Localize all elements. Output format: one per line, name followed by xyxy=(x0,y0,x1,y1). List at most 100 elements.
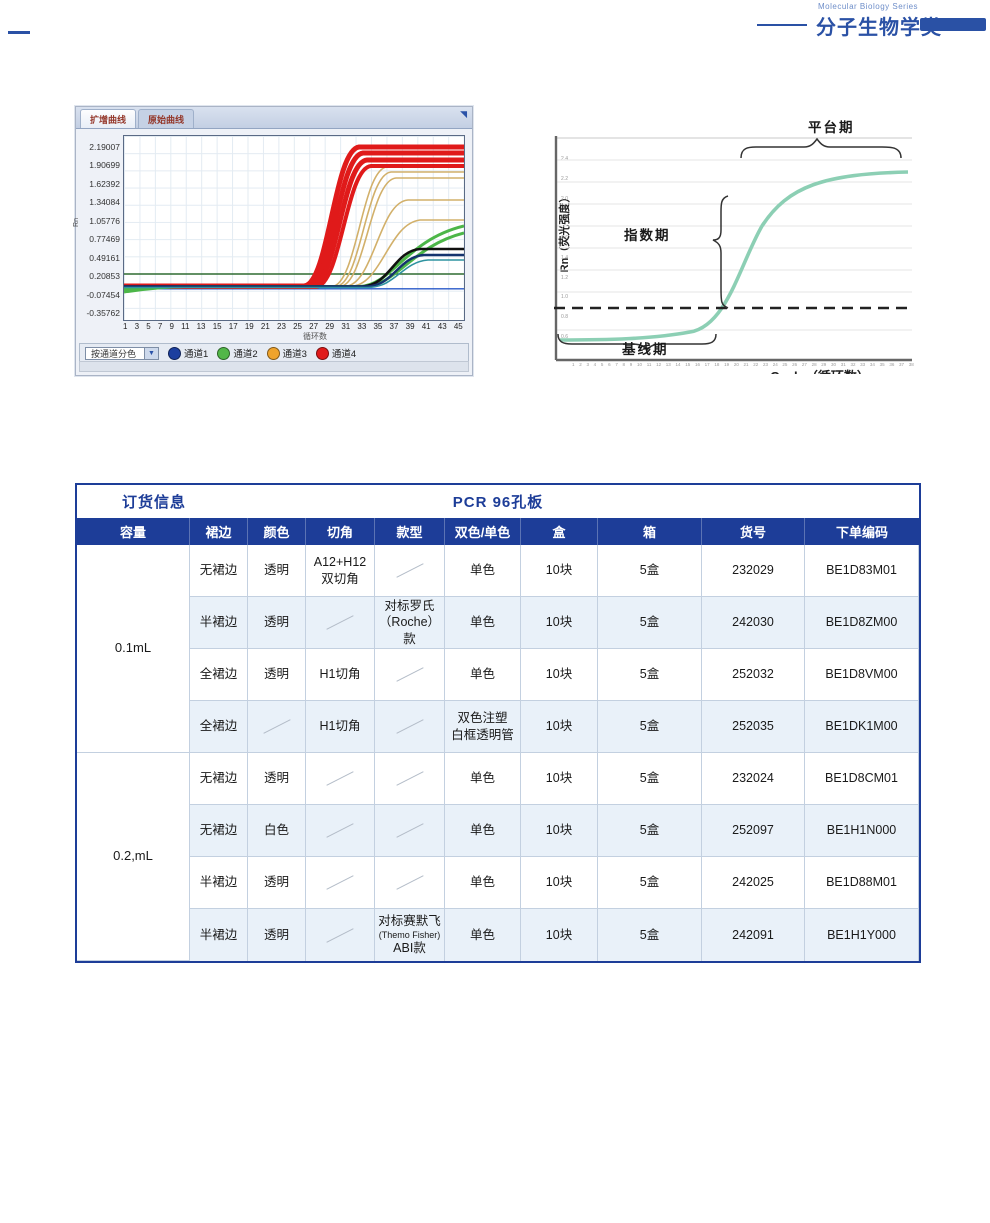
tick-label: 0.49161 xyxy=(89,252,120,263)
channel-color-selector[interactable]: 按通道分色 ▼ xyxy=(85,346,160,360)
chevron-down-icon[interactable]: ▼ xyxy=(145,346,160,360)
tick-label: 45 xyxy=(453,322,463,331)
table-cell: 10块 xyxy=(521,909,598,961)
exponential-brace xyxy=(712,195,729,309)
table-cell: 全裙边 xyxy=(190,649,248,701)
tick-label: 29 xyxy=(325,322,335,331)
table-cell: 242030 xyxy=(702,597,805,649)
table-cell: 5盒 xyxy=(598,753,702,805)
tick-label: 26 xyxy=(792,362,798,367)
tab-amplification-curve[interactable]: 扩增曲线 xyxy=(80,109,137,128)
tick-label: 31 xyxy=(341,322,351,331)
table-cell xyxy=(306,753,375,805)
table-cell: BE1DK1M00 xyxy=(805,701,919,753)
col-color: 颜色 xyxy=(248,518,306,545)
qpcr-software-window: 扩增曲线 原始曲线 ◥ Rn 2.19007 1.90699 1.62392 1.34… xyxy=(73,106,473,376)
tick-label: 41 xyxy=(421,322,431,331)
window-tool-icon[interactable]: ◥ xyxy=(460,109,467,119)
table-cell: BE1D8CM01 xyxy=(805,753,919,805)
tick-label: 20 xyxy=(733,362,739,367)
legend-channel-1[interactable]: 通道1 xyxy=(168,346,208,360)
table-cell: 10块 xyxy=(521,597,598,649)
baseline-bracket xyxy=(557,333,717,352)
legend-channel-4[interactable]: 通道4 xyxy=(315,346,357,360)
channel4-color-dot xyxy=(315,346,329,360)
tick-label: 1.62392 xyxy=(89,178,120,189)
table-cell: BE1H1Y000 xyxy=(805,909,919,961)
table-cell xyxy=(306,857,375,909)
table-cell: 单色 xyxy=(445,649,521,701)
tick-label: 15 xyxy=(212,322,222,331)
legend-channel-2[interactable]: 通道2 xyxy=(217,346,258,360)
tick-label: 22 xyxy=(753,362,759,367)
title-rule xyxy=(757,24,807,26)
plateau-phase-label: 平台期 xyxy=(808,120,855,135)
tick-label: 8 xyxy=(622,362,626,367)
table-cell: 10块 xyxy=(521,857,598,909)
col-volume: 容量 xyxy=(77,518,190,545)
tick-label: 1.6 xyxy=(561,235,568,242)
table-body: 0.1mL 无裙边 透明 A12+H12 双切角 单色 10块 5盒 232029… xyxy=(77,545,919,961)
col-cut: 切角 xyxy=(306,518,375,545)
product-title: PCR 96孔板 xyxy=(452,494,544,511)
tick-label: 37 xyxy=(389,322,399,331)
tick-label: 33 xyxy=(860,362,866,367)
tick-label: 16 xyxy=(694,362,700,367)
table-cell: 白色 xyxy=(248,805,306,857)
table-cell xyxy=(375,857,445,909)
table-cell: 252032 xyxy=(702,649,805,701)
qpcr-x-axis-label: 循环数 xyxy=(303,332,327,341)
table-cell: 透明 xyxy=(248,597,306,649)
tick-label: 1 xyxy=(123,322,128,331)
slash-placeholder xyxy=(326,823,354,838)
top-left-accent-dash xyxy=(8,31,30,34)
tick-label: 2.0 xyxy=(561,195,568,202)
tick-label: -0.07454 xyxy=(86,289,120,300)
table-cell: BE1H1N000 xyxy=(805,805,919,857)
table-header-row: 容量 裙边 颜色 切角 款型 双色/单色 盒 箱 货号 下单编码 xyxy=(77,518,919,545)
pcr-phase-diagram: Rn（荧光强度） 2.4 2.2 2.0 1.8 1.6 1.4 1.2 1.0 0.8 0.6 … xyxy=(532,108,924,374)
table-cell: 5盒 xyxy=(598,857,702,909)
table-cell: 透明 xyxy=(248,909,306,961)
tick-label: 4 xyxy=(593,362,597,367)
tick-label: 19 xyxy=(724,362,730,367)
table-title-row: 订货信息 PCR 96孔板 xyxy=(77,485,919,518)
tab-raw-curve[interactable]: 原始曲线 xyxy=(138,109,195,128)
table-cell: 242025 xyxy=(702,857,805,909)
qpcr-y-tick-labels: 2.19007 1.90699 1.62392 1.34084 1.05776 0.774… xyxy=(78,142,120,318)
tick-label: 43 xyxy=(437,322,447,331)
channel3-label: 通道3 xyxy=(282,349,307,360)
table-cell: 无裙边 xyxy=(190,753,248,805)
tick-label: 11 xyxy=(646,362,652,367)
slash-placeholder xyxy=(395,719,424,734)
selector-label: 按通道分色 xyxy=(85,346,146,360)
channel4-label: 通道4 xyxy=(331,349,357,360)
tick-label: 1.05776 xyxy=(89,215,120,226)
table-cell: 单色 xyxy=(445,545,521,597)
tick-label: 1 xyxy=(572,362,575,367)
tick-label: 0.8 xyxy=(561,314,568,321)
tick-label: 19 xyxy=(244,322,254,331)
tick-label: 28 xyxy=(811,362,817,367)
col-box: 盒 xyxy=(521,518,598,545)
table-cell: BE1D83M01 xyxy=(805,545,919,597)
col-order-code: 下单编码 xyxy=(835,525,888,540)
qpcr-plot-area xyxy=(123,135,465,321)
table-cell: A12+H12 双切角 xyxy=(306,545,375,597)
table-cell: BE1D8VM00 xyxy=(805,649,919,701)
tick-label: 1.4 xyxy=(561,254,568,261)
plateau-brace xyxy=(740,137,902,159)
tick-label: 25 xyxy=(293,322,302,331)
tick-label: 33 xyxy=(357,322,367,331)
volume-cell: 0.1mL xyxy=(77,545,190,753)
tick-label: 10 xyxy=(636,362,642,367)
table-cell xyxy=(375,753,445,805)
tick-label: 31 xyxy=(840,362,846,367)
table-cell xyxy=(375,649,445,701)
tick-label: 27 xyxy=(309,322,319,331)
tick-label: 24 xyxy=(772,362,778,367)
channel2-label: 通道2 xyxy=(233,349,258,360)
legend-channel-3[interactable]: 通道3 xyxy=(266,346,307,360)
table-cell: H1切角 xyxy=(306,649,375,701)
tick-label: 11 xyxy=(181,322,190,331)
